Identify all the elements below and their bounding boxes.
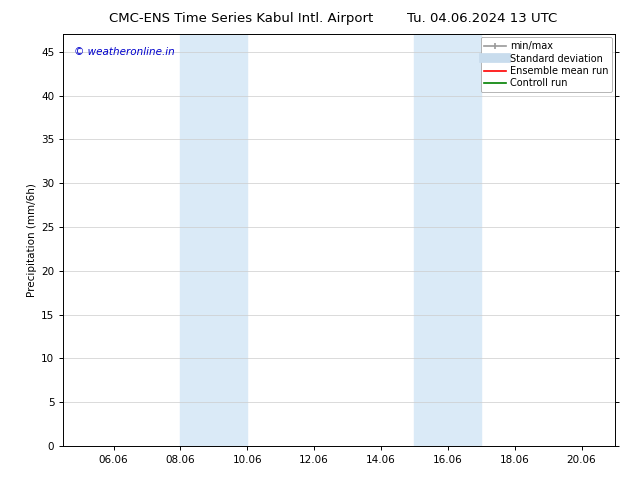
Bar: [415, 34, 481, 446]
Text: CMC-ENS Time Series Kabul Intl. Airport: CMC-ENS Time Series Kabul Intl. Airport: [109, 12, 373, 25]
Text: © weatheronline.in: © weatheronline.in: [74, 47, 175, 57]
Bar: [181, 34, 247, 446]
Legend: min/max, Standard deviation, Ensemble mean run, Controll run: min/max, Standard deviation, Ensemble me…: [481, 37, 612, 92]
Text: Tu. 04.06.2024 13 UTC: Tu. 04.06.2024 13 UTC: [407, 12, 557, 25]
Y-axis label: Precipitation (mm/6h): Precipitation (mm/6h): [27, 183, 37, 297]
